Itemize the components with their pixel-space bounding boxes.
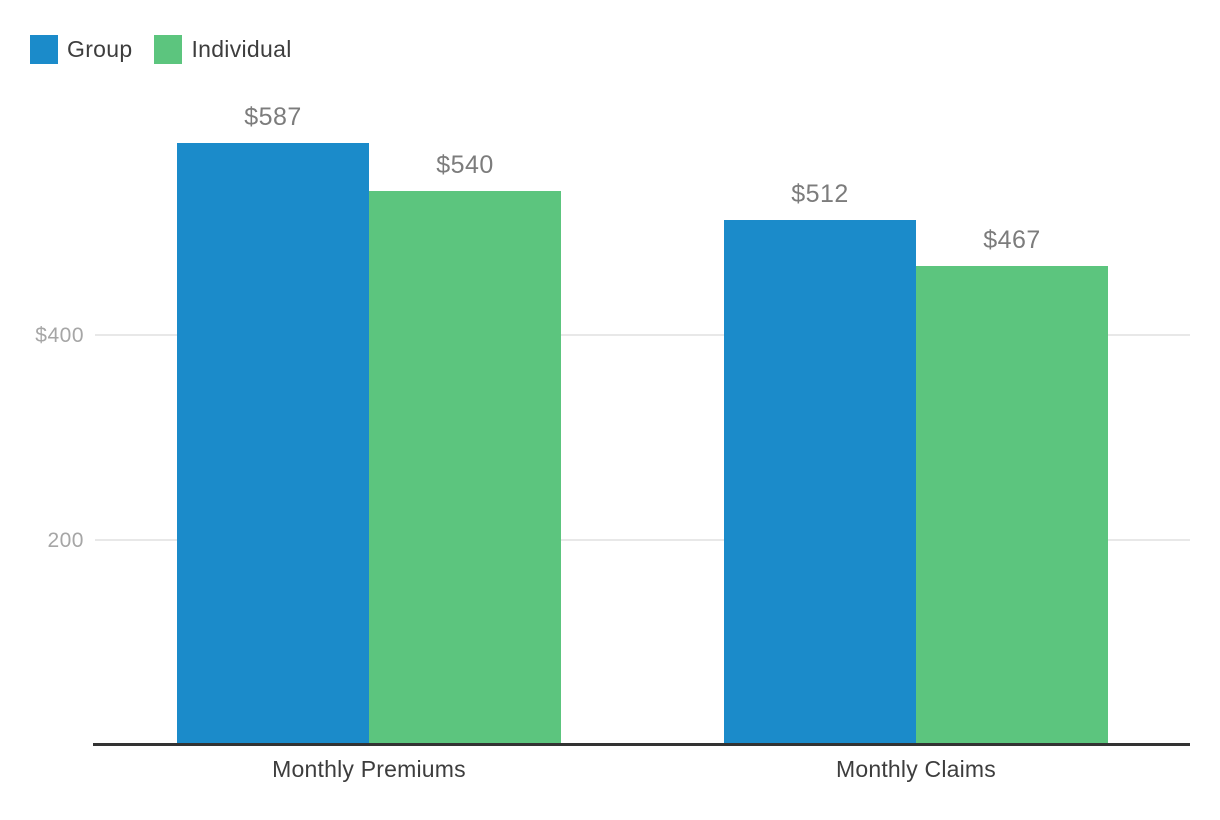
legend-label: Group <box>67 36 133 62</box>
bar-value-label: $467 <box>983 226 1041 254</box>
bar-value-label: $540 <box>436 151 494 179</box>
x-category-label: Monthly Premiums <box>272 756 466 782</box>
bar-value-label: $512 <box>791 180 849 208</box>
legend-item-individual[interactable]: Individual <box>154 35 291 64</box>
legend-item-group[interactable]: Group <box>30 35 132 64</box>
y-tick-label: 200 <box>47 529 84 552</box>
chart-legend: Group Individual <box>30 35 314 64</box>
y-tick-label: $400 <box>35 324 84 347</box>
bar-group-2[interactable] <box>724 220 916 743</box>
legend-label: Individual <box>191 36 292 62</box>
bar-individual-2[interactable] <box>916 266 1108 743</box>
legend-swatch-icon <box>30 35 58 64</box>
bar-individual-1[interactable] <box>369 191 561 743</box>
gridline-400 <box>95 334 1190 336</box>
bar-group-1[interactable] <box>177 143 369 743</box>
legend-swatch-icon <box>154 35 183 64</box>
x-axis-line <box>93 743 1190 746</box>
bar-value-label: $587 <box>244 103 302 131</box>
gridline-200 <box>95 539 1190 541</box>
x-category-label: Monthly Claims <box>835 756 996 782</box>
